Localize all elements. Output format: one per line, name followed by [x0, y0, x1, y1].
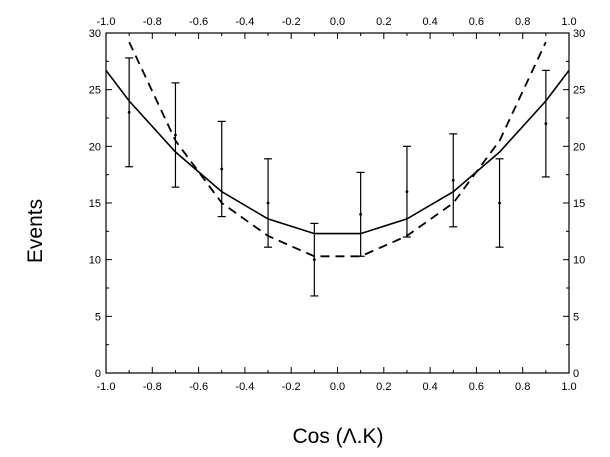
y-tick-label: 20 [89, 141, 101, 153]
error-bar-point [541, 69, 550, 178]
series-layer [105, 41, 570, 297]
x-tick-label: 0.6 [469, 381, 484, 393]
data-point [359, 212, 363, 216]
x-tick-label-top: -1.0 [97, 16, 116, 28]
y-tick-label: 5 [95, 311, 101, 323]
x-tick-label: 0.4 [422, 381, 437, 393]
y-tick-label-right: 10 [573, 255, 585, 267]
axis-ticks [105, 32, 570, 374]
y-tick-label: 15 [89, 198, 101, 210]
x-tick-label-top: 0.8 [515, 16, 530, 28]
y-tick-label: 0 [95, 368, 101, 380]
x-tick-label: -0.6 [189, 381, 208, 393]
y-tick-label-right: 0 [573, 368, 579, 380]
y-tick-label-right: 20 [573, 141, 585, 153]
x-tick-label-top: 0.4 [422, 16, 437, 28]
y-tick-label-right: 25 [573, 85, 585, 97]
x-tick-label-top: -0.2 [282, 16, 301, 28]
solid-fit-curve [105, 69, 570, 235]
data-point [127, 110, 131, 114]
x-tick-label-top: -0.6 [189, 16, 208, 28]
dashed-fit-curve [128, 41, 547, 258]
data-point [405, 190, 409, 194]
data-point [312, 258, 316, 262]
data-point [174, 133, 177, 137]
error-bar-point [171, 82, 180, 188]
x-tick-label: -0.4 [235, 381, 254, 393]
error-bar-point [217, 120, 226, 218]
y-tick-label: 10 [89, 255, 101, 267]
x-tick-label-top: -0.8 [143, 16, 162, 28]
data-point [498, 201, 501, 205]
y-tick-label: 30 [89, 28, 101, 40]
x-tick-label: 1.0 [561, 381, 576, 393]
tick-labels: -1.0 -1.0 -0.8 -0.8 -0.6 -0.6 -0.4 -0.4 -0.2 -0.2… [89, 16, 586, 393]
x-tick-label: 0.8 [515, 381, 530, 393]
error-bar-point [495, 158, 504, 248]
y-tick-label-right: 15 [573, 198, 585, 210]
x-tick-label: -1.0 [97, 381, 116, 393]
x-tick-label-top: 0.2 [376, 16, 391, 28]
y-tick-label: 25 [89, 85, 101, 97]
x-tick-label-top: -0.4 [235, 16, 254, 28]
error-bar-point [356, 171, 365, 257]
x-tick-label: -0.2 [282, 381, 301, 393]
y-tick-label-right: 30 [573, 28, 585, 40]
x-axis-title: Cos (Λ.K) [292, 425, 383, 448]
data-point [451, 178, 455, 182]
y-tick-label-right: 5 [573, 311, 579, 323]
x-tick-label-top: 0.0 [330, 16, 345, 28]
error-bar-point [310, 222, 319, 297]
x-tick-label: 0.0 [330, 381, 345, 393]
data-point [220, 167, 224, 171]
data-point [544, 122, 548, 126]
error-bar-point [402, 145, 411, 238]
error-bar-point [125, 57, 134, 168]
x-tick-label-top: 1.0 [561, 16, 576, 28]
x-tick-label-top: 0.6 [469, 16, 484, 28]
y-axis-title: Events [24, 199, 47, 263]
x-tick-label: 0.2 [376, 381, 391, 393]
data-point [266, 201, 270, 205]
x-tick-label: -0.8 [143, 381, 162, 393]
error-bar-point [264, 158, 273, 248]
error-bar-point [449, 133, 458, 228]
